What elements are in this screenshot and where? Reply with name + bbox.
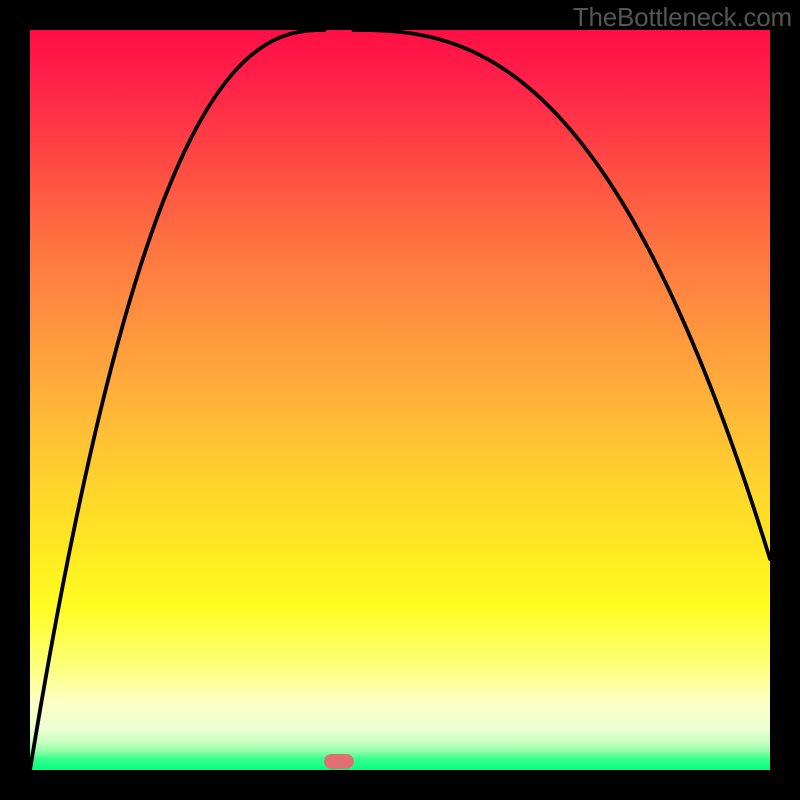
curve-layer bbox=[30, 30, 770, 770]
bottleneck-curve-right bbox=[353, 30, 770, 559]
chart-root: TheBottleneck.com bbox=[0, 0, 800, 800]
plot-area bbox=[30, 30, 770, 770]
watermark-label: TheBottleneck.com bbox=[573, 2, 792, 33]
optimum-marker bbox=[324, 754, 354, 769]
bottleneck-curve-left bbox=[30, 30, 325, 770]
